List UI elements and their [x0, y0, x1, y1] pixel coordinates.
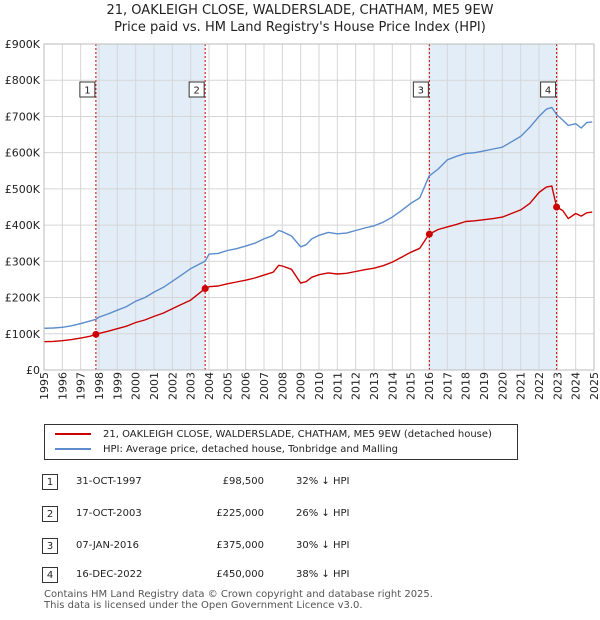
sale-date: 31-OCT-1997	[76, 476, 142, 487]
sale-price: £98,500	[222, 476, 264, 487]
sale-date: 16-DEC-2022	[76, 569, 143, 580]
shaded-period	[95, 44, 206, 370]
x-tick-label: 2015	[405, 372, 418, 400]
footer-licence: This data is licensed under the Open Gov…	[44, 600, 363, 611]
x-tick-label: 1996	[56, 372, 69, 400]
sale-label-number: 2	[193, 86, 199, 97]
sale-row: 3 07-JAN-2016 £375,000 30% ↓ HPI	[0, 536, 600, 556]
x-tick-label: 2011	[331, 372, 344, 400]
sale-label-box	[412, 81, 429, 98]
x-tick-label: 2022	[533, 372, 546, 400]
sale-hpi-diff: 26% ↓ HPI	[296, 508, 350, 519]
sale-price: £375,000	[216, 540, 264, 551]
sale-row: 4 16-DEC-2022 £450,000 38% ↓ HPI	[0, 565, 600, 585]
x-tick-label: 2002	[166, 372, 179, 400]
property-series-line	[43, 185, 593, 343]
y-tick-label: £200K	[5, 292, 41, 305]
sale-label-number: 1	[84, 86, 90, 97]
legend-swatch-hpi	[55, 448, 91, 450]
sale-point-marker	[92, 330, 100, 338]
x-tick-label: 2007	[258, 372, 271, 400]
x-tick-label: 2021	[515, 372, 528, 400]
plot-frame	[43, 43, 595, 371]
sale-number-badge: 1	[42, 474, 58, 490]
legend-label-hpi: HPI: Average price, detached house, Tonb…	[103, 444, 399, 455]
sale-number-badge: 4	[42, 567, 58, 583]
x-tick-label: 2018	[460, 372, 473, 400]
x-tick-label: 2008	[276, 372, 289, 400]
sale-hpi-diff: 38% ↓ HPI	[296, 569, 350, 580]
x-tick-label: 1999	[111, 372, 124, 400]
x-tick-label: 2024	[570, 372, 583, 400]
y-tick-label: £700K	[5, 110, 41, 123]
sale-hpi-diff: 32% ↓ HPI	[296, 476, 350, 487]
x-tick-label: 2009	[295, 372, 308, 400]
sale-number-badge: 2	[42, 506, 58, 522]
y-tick-label: £400K	[5, 219, 41, 232]
y-tick-label: £0	[26, 364, 40, 377]
footer-copyright: Contains HM Land Registry data © Crown c…	[44, 589, 433, 600]
y-tick-label: £900K	[5, 38, 41, 51]
x-tick-label: 2016	[423, 372, 436, 400]
x-tick-label: 2003	[185, 372, 198, 400]
legend-label-property: 21, OAKLEIGH CLOSE, WALDERSLADE, CHATHAM…	[103, 429, 492, 440]
x-tick-label: 2012	[350, 372, 363, 400]
x-tick-label: 2019	[478, 372, 491, 400]
sale-label-box	[540, 81, 557, 98]
sale-row: 1 31-OCT-1997 £98,500 32% ↓ HPI	[0, 472, 600, 492]
x-tick-label: 2025	[588, 372, 600, 400]
sale-label-box	[79, 81, 96, 98]
sale-number-badge: 3	[42, 538, 58, 554]
y-tick-label: £100K	[5, 328, 41, 341]
sale-point-marker	[425, 230, 433, 238]
footer-note: Contains HM Land Registry data © Crown c…	[44, 589, 433, 611]
sale-price: £225,000	[216, 508, 264, 519]
y-tick-label: £800K	[5, 74, 41, 87]
sale-point-marker	[201, 285, 209, 292]
sale-label-number: 3	[418, 86, 424, 97]
y-tick-label: £600K	[5, 147, 41, 160]
sale-date: 07-JAN-2016	[76, 540, 140, 551]
x-tick-label: 2004	[203, 372, 216, 400]
x-tick-label: 2020	[496, 372, 509, 400]
chart-legend: 21, OAKLEIGH CLOSE, WALDERSLADE, CHATHAM…	[44, 424, 518, 460]
x-tick-label: 2001	[148, 372, 161, 400]
x-tick-label: 2023	[551, 372, 564, 400]
legend-entry-hpi: HPI: Average price, detached house, Tonb…	[55, 443, 398, 457]
x-tick-label: 2014	[386, 372, 399, 400]
chart-subtitle: Price paid vs. HM Land Registry's House …	[114, 20, 486, 35]
price-chart: £0 £100K £200K £300K £400K £500K £600K £700K £80…	[5, 38, 600, 400]
x-tick-label: 2000	[130, 372, 143, 400]
chart-title: 21, OAKLEIGH CLOSE, WALDERSLADE, CHATHAM…	[106, 3, 494, 18]
hpi-series-line	[43, 106, 593, 329]
x-tick-label: 2013	[368, 372, 381, 400]
y-tick-label: £500K	[5, 183, 41, 196]
sale-label-box	[188, 81, 205, 98]
legend-entry-property: 21, OAKLEIGH CLOSE, WALDERSLADE, CHATHAM…	[55, 428, 492, 442]
sale-row: 2 17-OCT-2003 £225,000 26% ↓ HPI	[0, 504, 600, 524]
y-tick-label: £300K	[5, 255, 41, 268]
x-tick-label: 2006	[240, 372, 253, 400]
legend-swatch-property	[55, 433, 91, 435]
x-tick-label: 1997	[75, 372, 88, 400]
x-tick-label: 1995	[38, 372, 51, 400]
sale-date: 17-OCT-2003	[76, 508, 142, 519]
sale-label-number: 4	[545, 86, 551, 97]
sale-hpi-diff: 30% ↓ HPI	[296, 540, 350, 551]
shaded-period	[429, 44, 557, 370]
sale-price: £450,000	[216, 569, 264, 580]
x-tick-label: 2010	[313, 372, 326, 400]
x-tick-label: 2005	[221, 372, 234, 400]
x-tick-label: 2017	[441, 372, 454, 400]
sale-point-marker	[553, 203, 561, 211]
x-tick-label: 1998	[93, 372, 106, 400]
